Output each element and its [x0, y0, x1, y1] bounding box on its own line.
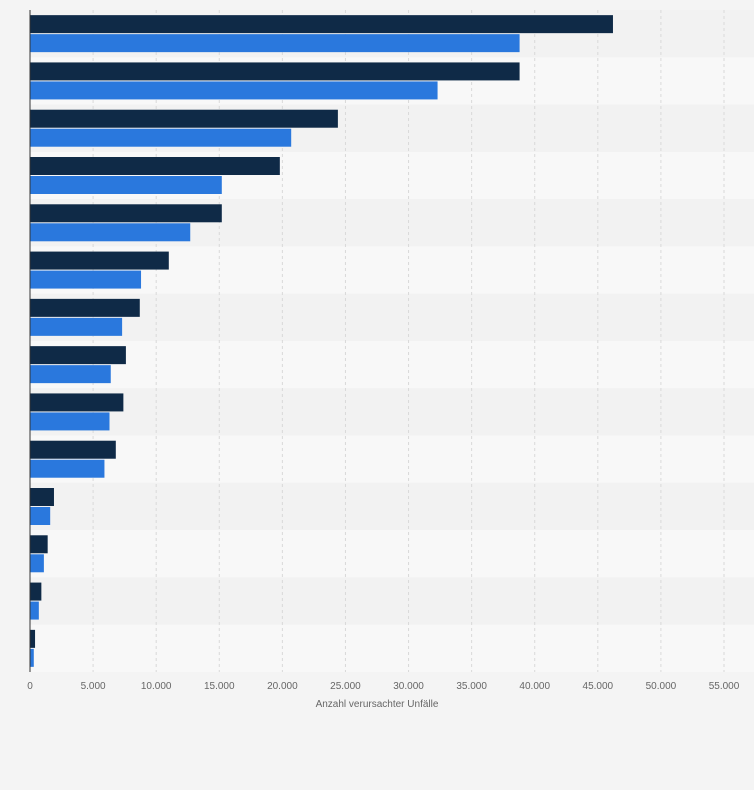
x-axis: 0 5.000 10.000 15.000 20.000 25.000 30.000 35.0…	[27, 10, 740, 692]
bar-series2-row4	[30, 176, 222, 194]
bar-series1-row13	[30, 582, 42, 601]
bar-series2-row13	[30, 601, 39, 620]
bar-series1-row11	[30, 488, 54, 506]
bar-series1-row2	[30, 62, 520, 81]
bar-series2-row9	[30, 412, 110, 431]
bar-series2-row6	[30, 270, 142, 289]
bar-series2-row14	[30, 648, 34, 667]
x-axis-title: Anzahl verursachter Unfälle	[316, 699, 439, 710]
x-tick-label-15000: 15.000	[204, 681, 235, 692]
row-band-9	[30, 388, 754, 436]
x-tick-label-45000: 45.000	[583, 681, 614, 692]
bar-series1-row8	[30, 346, 126, 365]
row-band-8	[30, 341, 754, 389]
bar-series1-row6	[30, 251, 169, 270]
bar-series2-row8	[30, 365, 111, 384]
row-band-7	[30, 293, 754, 341]
bar-series1-row3	[30, 109, 338, 128]
x-tick-label-20000: 20.000	[267, 681, 298, 692]
bar-series2-row7	[30, 317, 123, 336]
bar-series1-row4	[30, 157, 280, 175]
bar-series2-row3	[30, 128, 292, 147]
bar-series1-row9	[30, 393, 124, 412]
row-band-14	[30, 624, 754, 672]
x-tick-label-30000: 30.000	[393, 681, 424, 692]
x-tick-label-55000: 55.000	[709, 681, 740, 692]
x-tick-label-40000: 40.000	[519, 681, 550, 692]
x-tick-label-10000: 10.000	[141, 681, 172, 692]
x-tick-label-35000: 35.000	[456, 681, 487, 692]
row-bands	[30, 10, 754, 672]
bar-series2-row10	[30, 459, 105, 478]
row-band-12	[30, 530, 754, 578]
bar-series2-row2	[30, 81, 438, 100]
x-tick-label-25000: 25.000	[330, 681, 361, 692]
row-band-10	[30, 435, 754, 483]
bar-series2-row12	[30, 554, 44, 573]
row-band-11	[30, 482, 754, 531]
bar-series2-row11	[30, 507, 51, 525]
bar-series1-row14	[30, 629, 36, 648]
row-band-13	[30, 577, 754, 625]
bar-series1-row7	[30, 298, 140, 317]
x-tick-label-5000: 5.000	[81, 681, 106, 692]
bars	[30, 15, 613, 667]
x-tick-label-0: 0	[27, 681, 33, 692]
bar-series1-row5	[30, 204, 222, 223]
bar-series2-row1	[30, 34, 520, 53]
x-tick-label-50000: 50.000	[646, 681, 677, 692]
bar-series1-row1	[30, 15, 613, 34]
bar-series2-row5	[30, 223, 191, 242]
bar-series1-row10	[30, 440, 116, 459]
bar-series1-row12	[30, 535, 48, 554]
